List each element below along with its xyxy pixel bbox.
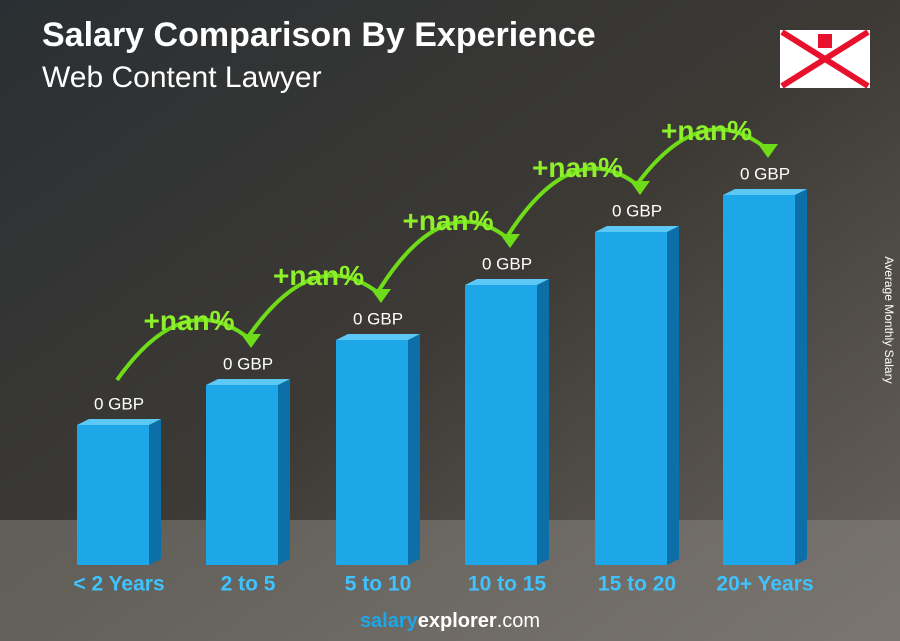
bar-side — [408, 334, 420, 565]
x-tick-label: 5 to 10 — [345, 573, 412, 596]
value-label: 0 GBP — [612, 201, 662, 220]
bar-side — [795, 189, 807, 565]
bar-top — [336, 334, 420, 340]
bar — [77, 425, 149, 565]
change-arrow — [374, 219, 512, 297]
bar-side — [149, 419, 161, 565]
value-label: 0 GBP — [482, 254, 532, 273]
footer: salaryexplorer.com — [360, 610, 540, 632]
change-arrow — [633, 127, 770, 189]
value-label: 0 GBP — [223, 354, 273, 373]
x-tick-label: 2 to 5 — [221, 573, 276, 596]
change-label: +nan% — [402, 205, 493, 236]
bar-top — [595, 226, 679, 232]
bar — [206, 385, 278, 565]
bar — [595, 232, 667, 565]
x-tick-label: 20+ Years — [716, 573, 813, 596]
change-label: +nan% — [661, 115, 752, 146]
change-arrow — [503, 166, 642, 242]
change-label: +nan% — [532, 152, 623, 183]
bar-top — [723, 189, 807, 195]
bar-side — [667, 226, 679, 565]
bar-top — [206, 379, 290, 385]
x-tick-label: < 2 Years — [73, 573, 164, 596]
x-tick-label: 15 to 20 — [598, 573, 676, 596]
change-label: +nan% — [273, 260, 364, 291]
change-label: +nan% — [143, 305, 234, 336]
bar — [465, 285, 537, 565]
chart-subtitle: Web Content Lawyer — [42, 61, 322, 94]
bar — [723, 195, 795, 565]
chart-title: Salary Comparison By Experience — [42, 16, 596, 54]
value-label: 0 GBP — [740, 164, 790, 183]
value-label: 0 GBP — [353, 309, 403, 328]
bar-top — [77, 419, 161, 425]
bar-side — [278, 379, 290, 565]
flag — [780, 29, 870, 89]
change-arrow — [115, 317, 253, 382]
x-tick-label: 10 to 15 — [468, 573, 547, 596]
change-arrowhead — [758, 144, 778, 158]
bar — [336, 340, 408, 565]
change-arrow — [244, 273, 383, 342]
y-axis-label: Average Monthly Salary — [882, 256, 896, 383]
bar-top — [465, 279, 549, 285]
value-label: 0 GBP — [94, 394, 144, 413]
bar-side — [537, 279, 549, 565]
